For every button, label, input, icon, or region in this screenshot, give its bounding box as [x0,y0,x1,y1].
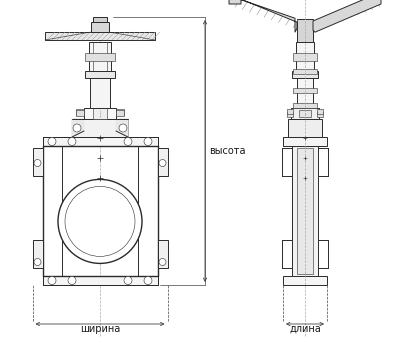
Circle shape [65,186,135,256]
Bar [317,109,323,114]
Bar [292,71,318,78]
Bar [76,110,84,116]
Bar [317,112,323,117]
Bar [287,112,293,117]
Bar [283,276,327,285]
Bar [288,119,322,137]
Polygon shape [229,0,297,32]
Bar [93,108,107,119]
Bar [296,42,314,71]
Circle shape [34,160,41,166]
Circle shape [124,137,132,146]
Circle shape [144,137,152,146]
Bar [32,148,42,176]
Bar [291,108,319,119]
Circle shape [48,276,56,284]
Bar [297,19,313,42]
Bar [85,53,115,61]
Bar [42,276,158,285]
Polygon shape [72,119,84,137]
Circle shape [124,276,132,284]
Bar [93,17,107,22]
Circle shape [58,179,142,263]
Circle shape [144,276,152,284]
Bar [283,137,327,146]
Circle shape [159,160,166,166]
Bar [293,53,317,61]
Bar [45,32,155,40]
Bar [85,71,115,78]
Polygon shape [116,119,128,137]
Polygon shape [313,0,381,32]
Circle shape [34,258,41,265]
Bar [76,109,84,115]
Bar [42,137,158,146]
Bar [297,78,313,108]
Bar [72,119,128,137]
Bar [158,240,168,268]
Circle shape [48,137,56,146]
Bar [292,146,318,276]
Bar [84,108,116,119]
Text: длина: длина [289,324,321,334]
Bar [91,22,109,32]
Circle shape [68,276,76,284]
Bar [293,103,317,108]
Circle shape [119,124,127,132]
Circle shape [159,258,166,265]
Bar [297,148,313,274]
Bar [299,110,311,117]
Text: ширина: ширина [80,324,120,334]
Bar [90,78,110,108]
Bar [116,109,124,115]
Bar [158,148,168,176]
Bar [293,69,317,74]
Bar [287,109,293,114]
Bar [32,240,42,268]
Text: высота: высота [209,146,246,156]
Circle shape [73,124,81,132]
Bar [89,42,111,71]
Circle shape [68,137,76,146]
Bar [116,110,124,116]
Bar [293,88,317,93]
